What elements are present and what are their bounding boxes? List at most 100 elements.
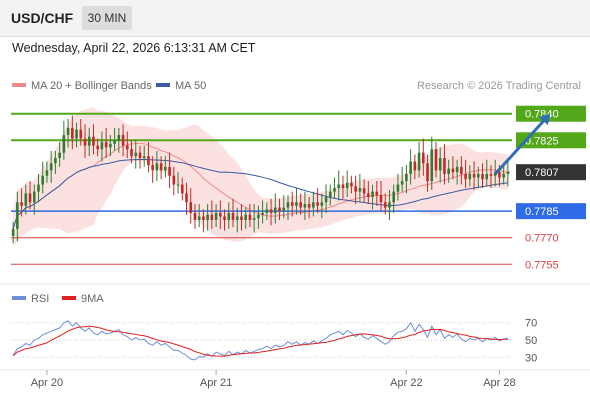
chart-datetime: Wednesday, April 22, 2026 6:13:31 AM CET <box>12 41 256 55</box>
ma50-line <box>12 158 508 230</box>
candle-body-109 <box>472 173 476 178</box>
candle-body-100 <box>434 149 438 171</box>
rsi-tick-label-1: 50 <box>525 335 537 347</box>
candle-body-93 <box>405 173 408 182</box>
candle-body-60 <box>265 209 269 213</box>
level-label-3: 0.7770 <box>525 233 559 245</box>
legend-9ma-label: 9MA <box>81 293 104 305</box>
chart-header: USD/CHF 30 MIN <box>0 0 590 37</box>
candle-body-98 <box>426 163 429 182</box>
rsi-ma9-line <box>12 325 508 357</box>
forecast-arrow-head <box>539 113 551 126</box>
legend-ma20-label: MA 20 + Bollinger Bands <box>31 80 152 92</box>
level-label-1: 0.7825 <box>525 135 559 147</box>
candle-body-16 <box>79 129 83 139</box>
candle-body-56 <box>248 214 252 220</box>
candle-body-37 <box>168 166 171 176</box>
x-tick-label-2: Apr 22 <box>390 377 422 389</box>
x-tick-label-0: Apr 20 <box>31 377 63 389</box>
candle-body-47 <box>210 214 214 220</box>
current-price-label: 0.7807 <box>525 167 559 179</box>
candle-body-10 <box>54 158 57 164</box>
forecast-arrow-shaft <box>494 120 545 175</box>
candle-body-50 <box>223 216 226 220</box>
candle-body-81 <box>354 186 357 192</box>
credit-text: Research © 2026 Trading Central <box>416 80 581 92</box>
candle-body-3 <box>24 193 28 206</box>
candle-body-78 <box>341 184 345 189</box>
candle-body-112 <box>485 173 489 180</box>
candle-body-75 <box>328 191 332 197</box>
candle-body-84 <box>367 193 370 197</box>
candle-body-80 <box>350 182 353 187</box>
candle-body-20 <box>96 145 99 150</box>
candle-body-21 <box>100 142 104 150</box>
candle-body-19 <box>92 136 95 146</box>
candle-body-107 <box>464 173 467 180</box>
candle-body-96 <box>417 152 421 171</box>
x-tick-label-3: Apr 28 <box>483 377 515 389</box>
legend-ma50-label: MA 50 <box>175 80 207 92</box>
candle-body-42 <box>189 202 193 213</box>
candle-body-2 <box>20 202 23 206</box>
candle-body-41 <box>185 193 188 203</box>
candle-body-115 <box>498 172 501 178</box>
candle-body-26 <box>121 134 125 146</box>
candle-body-108 <box>468 173 472 180</box>
level-label-bg-0 <box>516 105 586 122</box>
candle-body-87 <box>379 195 383 203</box>
candle-body-104 <box>451 168 455 173</box>
candle-body-79 <box>345 182 349 189</box>
candle-body-18 <box>87 136 91 146</box>
legend-ma50: MA 50 <box>156 80 206 92</box>
candle-body-15 <box>75 129 78 139</box>
ma50-swatch <box>156 83 170 88</box>
symbol-title: USD/CHF <box>11 10 74 26</box>
candle-body-13 <box>66 127 70 135</box>
candle-body-53 <box>235 216 239 220</box>
candle-body-89 <box>388 202 391 208</box>
candle-body-97 <box>422 152 425 164</box>
candle-body-65 <box>286 202 290 208</box>
candle-body-103 <box>447 168 450 174</box>
level-label-4: 0.7755 <box>525 259 559 271</box>
candle-body-91 <box>396 184 400 192</box>
candle-body-35 <box>159 163 163 171</box>
candle-body-74 <box>324 196 328 203</box>
candle-body-105 <box>455 166 459 173</box>
rsi-swatch <box>12 296 26 301</box>
candle-body-68 <box>299 202 302 208</box>
legend-rsi-label: RSI <box>31 293 50 305</box>
candle-body-14 <box>71 127 74 139</box>
candle-body-39 <box>176 184 180 186</box>
candle-body-30 <box>138 152 142 158</box>
candle-body-7 <box>41 175 45 185</box>
candle-body-32 <box>147 156 150 166</box>
candle-body-46 <box>206 214 209 220</box>
candle-body-43 <box>193 212 197 220</box>
candle-body-29 <box>134 152 138 157</box>
interval-button[interactable]: 30 MIN <box>82 6 132 30</box>
candle-body-77 <box>337 184 341 189</box>
candle-body-67 <box>295 202 298 206</box>
candle-body-114 <box>493 172 497 176</box>
candle-body-28 <box>130 149 133 157</box>
candle-body-117 <box>506 172 510 174</box>
candle-body-49 <box>219 212 222 217</box>
candle-body-34 <box>155 163 159 171</box>
candle-body-11 <box>58 152 61 158</box>
current-price-bg <box>516 164 586 181</box>
candle-body-92 <box>400 181 404 185</box>
candle-body-82 <box>358 188 362 192</box>
candle-body-71 <box>312 202 315 208</box>
candle-body-24 <box>113 140 116 144</box>
candle-body-73 <box>320 202 324 206</box>
candle-body-55 <box>244 214 247 220</box>
candle-body-5 <box>32 191 36 203</box>
candle-body-111 <box>481 173 484 180</box>
candle-body-59 <box>261 212 264 215</box>
rsi-tick-label-0: 70 <box>525 318 537 330</box>
candle-body-51 <box>227 212 231 220</box>
candle-body-76 <box>333 188 336 192</box>
